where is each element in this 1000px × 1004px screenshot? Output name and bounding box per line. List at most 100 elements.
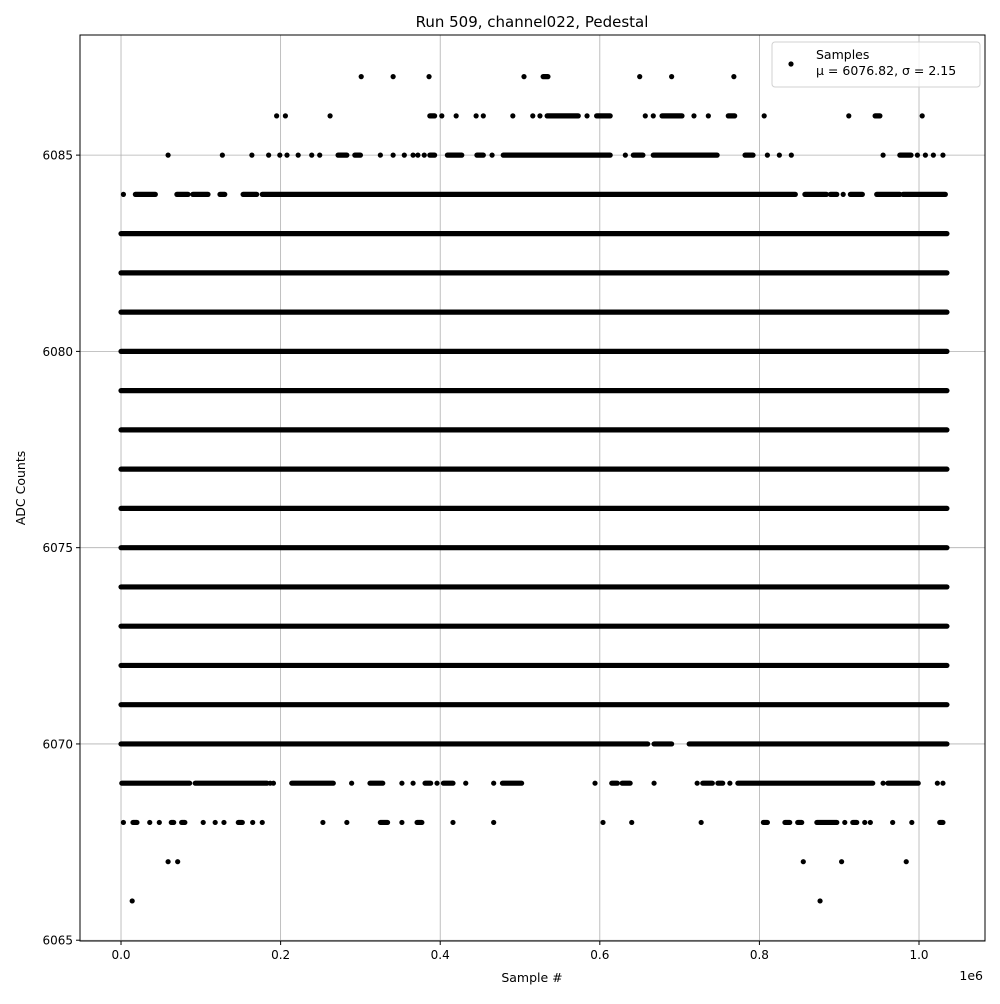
x-tick-label: 0.0 (111, 948, 130, 962)
x-tick-label: 0.2 (271, 948, 290, 962)
data-point (250, 819, 256, 826)
data-point (270, 780, 277, 786)
data-point (694, 780, 700, 786)
data-point (473, 113, 479, 119)
data-point (295, 152, 301, 158)
data-point (327, 113, 333, 119)
data-point (266, 152, 272, 158)
x-tick-label: 0.4 (431, 948, 450, 962)
legend-stats: μ = 6076.82, σ = 2.15 (816, 63, 956, 78)
data-point (401, 152, 407, 158)
data-point (274, 113, 280, 119)
data-point (489, 152, 495, 158)
data-point (491, 819, 497, 826)
data-point (880, 152, 886, 158)
data-point (358, 74, 364, 80)
data-point (259, 819, 265, 826)
data-point (510, 113, 516, 119)
data-point (421, 152, 427, 158)
y-tick-label: 6085 (42, 149, 73, 163)
data-point (410, 780, 416, 786)
data-point (521, 74, 527, 80)
data-point (909, 819, 915, 826)
data-point (309, 152, 315, 158)
data-point (410, 152, 416, 158)
data-point (415, 152, 421, 158)
x-offset-label: 1e6 (959, 968, 983, 983)
data-point (622, 152, 628, 158)
data-point (592, 780, 598, 786)
data-point (764, 152, 770, 158)
data-point (922, 152, 928, 158)
x-axis-label: Sample # (501, 970, 562, 985)
data-point (349, 780, 355, 786)
data-point (698, 819, 704, 826)
data-point (320, 819, 326, 826)
data-point (426, 74, 432, 80)
data-point (165, 152, 171, 158)
data-point (120, 819, 127, 826)
data-point (890, 819, 896, 826)
data-point (282, 113, 289, 119)
x-tick-label: 0.8 (750, 948, 769, 962)
data-point (584, 113, 590, 119)
data-point (642, 113, 648, 119)
data-point (637, 74, 643, 80)
data-point (862, 819, 868, 826)
data-point (705, 113, 711, 119)
data-point (934, 780, 940, 786)
data-point (846, 113, 852, 119)
legend-label: Samples (816, 47, 869, 62)
data-point (399, 780, 405, 786)
data-point (940, 152, 946, 158)
data-point (439, 113, 445, 119)
data-point (691, 113, 697, 119)
data-point (284, 152, 290, 158)
data-point (344, 819, 350, 826)
y-tick-label: 6075 (42, 541, 73, 555)
data-point (731, 74, 737, 80)
data-point (175, 859, 181, 865)
data-point (727, 780, 733, 786)
data-points (118, 74, 950, 904)
data-point (940, 780, 946, 786)
data-point (867, 819, 873, 826)
data-point (839, 859, 845, 865)
data-point (434, 780, 440, 786)
data-point (650, 113, 656, 119)
legend-marker (788, 61, 794, 67)
chart-title: Run 509, channel022, Pedestal (416, 13, 649, 31)
data-point (156, 819, 162, 826)
data-point (788, 152, 794, 158)
data-point (129, 898, 135, 904)
data-point (480, 113, 486, 119)
data-point (817, 898, 823, 904)
data-point (651, 780, 657, 786)
data-point (629, 819, 635, 826)
data-point (120, 191, 127, 197)
data-point (914, 152, 921, 158)
data-point (450, 819, 456, 826)
data-point (600, 819, 606, 826)
data-point (903, 859, 909, 865)
legend-box (771, 41, 981, 88)
data-point (200, 819, 206, 826)
data-point (537, 113, 543, 119)
data-point (399, 819, 405, 826)
data-point (212, 819, 218, 826)
data-point (219, 152, 225, 158)
data-point (761, 113, 767, 119)
data-point (377, 152, 383, 158)
data-point (491, 780, 497, 786)
y-axis-label: ADC Counts (13, 451, 28, 526)
data-point (249, 152, 255, 158)
data-point (800, 859, 806, 865)
data-point (669, 74, 675, 80)
y-tick-label: 6080 (42, 345, 73, 359)
data-point (277, 152, 283, 158)
data-point (390, 74, 396, 80)
data-point (930, 152, 936, 158)
data-point (317, 152, 323, 158)
